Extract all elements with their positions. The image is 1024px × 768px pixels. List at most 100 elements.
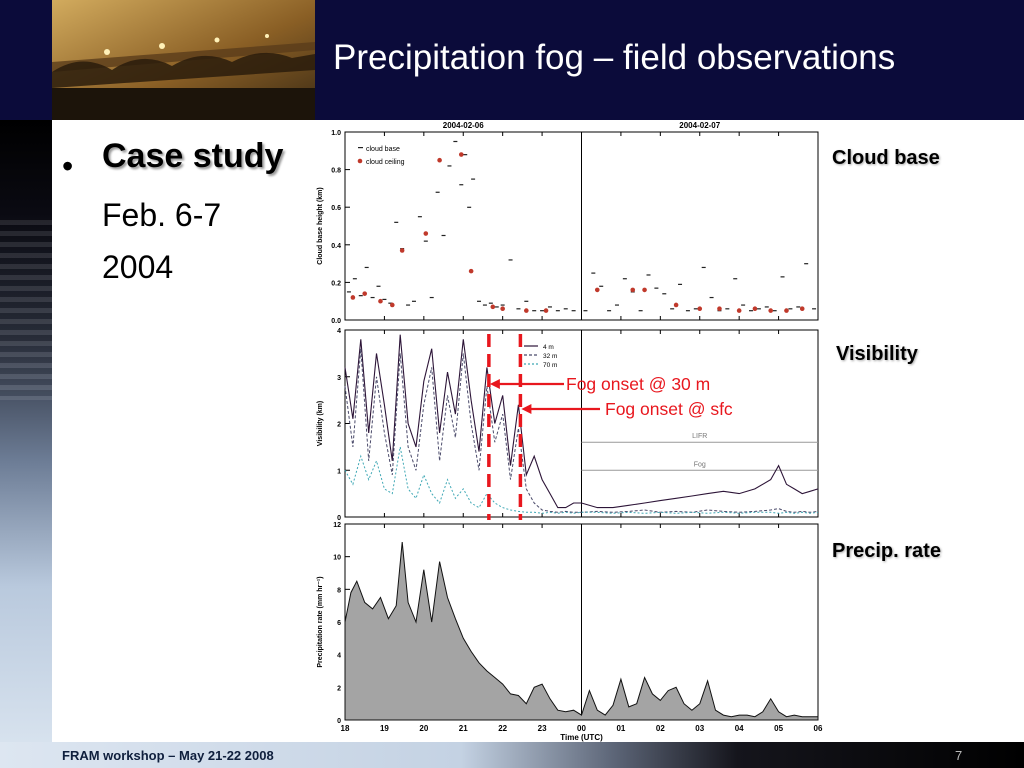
bridge-photo <box>52 0 315 120</box>
legend-label-visibility: 32 m <box>543 353 557 360</box>
x-tick-label: 05 <box>774 724 783 733</box>
y-tick-label: 0 <box>337 515 341 522</box>
cloud-ceiling-point <box>673 302 679 308</box>
cloud-base-point <box>725 308 730 310</box>
cloud-base-point <box>670 308 675 310</box>
panel-label-visibility: Visibility <box>836 343 918 365</box>
y-tick-label: 4 <box>337 328 341 335</box>
cloud-base-point <box>678 283 683 285</box>
cloud-base-point <box>352 278 357 280</box>
cloud-base-point <box>555 310 560 312</box>
cloud-ceiling-point <box>697 306 703 312</box>
cloud-ceiling-point <box>500 306 505 312</box>
cloud-ceiling-point <box>768 308 773 313</box>
cloud-ceiling-point <box>630 287 636 293</box>
cloud-base-point <box>646 274 651 276</box>
x-tick-label: 20 <box>419 724 428 733</box>
cloud-base-point <box>764 306 769 308</box>
cloud-ceiling-point <box>543 308 549 313</box>
y-tick-label: 12 <box>333 522 341 529</box>
cloud-base-point <box>516 308 521 310</box>
cloud-base-point <box>417 216 422 218</box>
cloud-base-point <box>693 308 698 310</box>
precip-area <box>344 541 819 721</box>
cloud-base-point <box>364 266 369 269</box>
cloud-base-point <box>435 191 440 193</box>
cloud-base-point <box>423 240 428 242</box>
annotations-layer: Fog onset @ 30 m Fog onset @ sfc <box>487 334 733 520</box>
y-tick-label: 0.8 <box>331 168 341 175</box>
cloud-base-point <box>591 272 596 274</box>
cloud-ceiling-point <box>423 231 429 236</box>
cloud-base-point <box>376 285 381 287</box>
cloud-base-point <box>346 291 351 293</box>
cloud-base-panel: 0.0 0.2 0.4 0.6 0.8 1.0 Cloud base height (km)… <box>317 121 819 325</box>
cloud-base-point <box>741 304 746 306</box>
cloud-base-point <box>471 178 476 180</box>
legend-label-cloud-ceiling: cloud ceiling <box>366 159 405 166</box>
cloud-ceiling-point <box>524 308 529 313</box>
reference-line-label: LIFR <box>692 433 707 440</box>
y-tick-label: 0.6 <box>331 205 341 212</box>
panel-label-cloud-base: Cloud base <box>832 147 940 169</box>
cloud-base-point <box>780 276 785 278</box>
x-tick-label: 23 <box>538 724 547 733</box>
x-tick-label: 03 <box>695 724 704 733</box>
y-axis-label: Visibility (km) <box>317 401 324 446</box>
footer-bar <box>0 742 1024 768</box>
cloud-base-point <box>467 206 472 208</box>
cloud-base-point <box>812 308 817 310</box>
y-tick-label: 0.2 <box>331 280 341 287</box>
date-label-day1: 2004-02-06 <box>443 121 484 130</box>
cloud-ceiling-point <box>390 302 395 308</box>
y-axis-label: Precipitation rate (mm hr⁻¹) <box>317 576 324 667</box>
cloud-base-point <box>494 306 499 308</box>
panel-label-precip-rate: Precip. rate <box>832 540 941 562</box>
y-tick-label: 6 <box>337 620 341 627</box>
x-tick-label: 06 <box>814 724 823 733</box>
cloud-base-point <box>685 310 690 312</box>
y-tick-label: 1.0 <box>331 130 341 137</box>
cloud-base-point <box>607 310 612 312</box>
date-label-day2: 2004-02-07 <box>679 121 720 130</box>
y-tick-label: 2 <box>337 422 341 429</box>
page-number: 7 <box>955 748 963 763</box>
cloud-base-point <box>709 296 714 299</box>
cloud-base-point <box>482 304 487 306</box>
bullet-heading: Case study <box>102 137 284 175</box>
cloud-ceiling-point <box>717 306 722 312</box>
cloud-base-point <box>599 285 604 287</box>
cloud-base-point <box>701 266 706 269</box>
cloud-base-point <box>382 298 387 301</box>
cloud-base-point <box>370 296 375 299</box>
y-tick-label: 0.0 <box>331 318 341 325</box>
y-tick-label: 0.4 <box>331 243 341 250</box>
cloud-ceiling-point <box>594 287 600 293</box>
cloud-ceiling-point <box>468 268 474 274</box>
x-tick-label: 02 <box>656 724 665 733</box>
legend-label-visibility: 70 m <box>543 362 557 369</box>
cloud-base-point <box>388 302 393 304</box>
x-axis-label: Time (UTC) <box>560 733 603 742</box>
cloud-base-point <box>614 304 619 306</box>
fog-onset-sfc-label: Fog onset @ sfc <box>605 399 733 419</box>
bullet-line-year: 2004 <box>102 249 174 285</box>
cloud-base-point <box>654 287 659 289</box>
cloud-base-point <box>662 293 667 295</box>
cloud-base-point <box>459 184 464 186</box>
cloud-base-point <box>447 165 452 167</box>
cloud-ceiling-point <box>752 306 758 312</box>
reference-line-label: Fog <box>694 461 706 468</box>
x-tick-label: 04 <box>735 724 744 733</box>
cloud-ceiling-point <box>490 304 496 310</box>
visibility-panel: 0 1 2 3 4 Visibility (km) LIFR Fog 4 m 32 m 70 m <box>317 328 819 522</box>
visibility-series-line <box>344 446 819 514</box>
cloud-base-point <box>411 300 416 302</box>
cloud-base-point <box>394 221 399 223</box>
cloud-base-point <box>441 234 446 237</box>
cloud-ceiling-point <box>458 152 464 157</box>
cloud-base-point <box>756 308 761 310</box>
x-tick-label: 18 <box>341 724 350 733</box>
cloud-base-point <box>524 300 529 302</box>
